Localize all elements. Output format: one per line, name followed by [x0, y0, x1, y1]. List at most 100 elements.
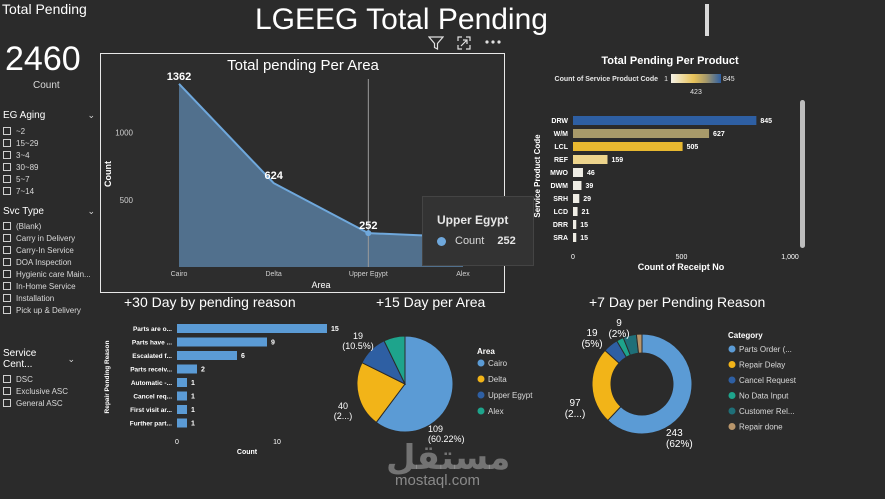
color-scale-label: Count of Service Product Code	[555, 76, 659, 83]
scrollbar[interactable]	[800, 100, 805, 248]
reason-donut-chart[interactable]: +7 Day per Pending Reason 243(62%) 97(2...…	[555, 292, 855, 457]
slicer-option[interactable]: 3~4	[3, 149, 95, 161]
slicer-option[interactable]: General ASC	[3, 397, 75, 409]
slicer-option[interactable]: DSC	[3, 373, 75, 385]
pie-slice	[356, 362, 406, 424]
slicer-option[interactable]: DOA Inspection	[3, 256, 95, 268]
data-label: 845	[760, 118, 772, 125]
slicer-option[interactable]: 5~7	[3, 173, 95, 185]
slicer-service-center: Service Cent... ⌄ DSC Exclusive ASC Gener…	[3, 348, 75, 409]
data-label-value: 243	[666, 428, 683, 439]
chevron-down-icon[interactable]: ⌄	[67, 353, 75, 364]
area-pie-chart[interactable]: +15 Day per Area 109(60.22%) 40(2...) 19(10…	[320, 292, 550, 457]
checkbox[interactable]	[3, 270, 11, 278]
slicer-svc-type: Svc Type ⌄ (Blank) Carry in Delivery Carr…	[3, 206, 95, 316]
data-label: 39	[585, 183, 593, 190]
data-label-pct: (5%)	[581, 339, 602, 350]
legend-item: Repair Delay	[739, 361, 785, 370]
slicer-option[interactable]: Pick up & Delivery	[3, 304, 95, 316]
data-label: 15	[580, 235, 588, 242]
filter-icon[interactable]	[427, 35, 445, 51]
data-label: 1	[191, 421, 195, 428]
slicer-option[interactable]: 15~29	[3, 137, 95, 149]
x-tick-label: 0	[571, 254, 575, 261]
kpi-value: 2460	[5, 40, 81, 78]
checkbox[interactable]	[3, 222, 11, 230]
data-label: 29	[583, 196, 591, 203]
data-label-pct: (2%)	[608, 329, 629, 340]
tooltip-series-marker	[437, 236, 446, 246]
legend-item: No Data Input	[739, 392, 789, 401]
checkbox[interactable]	[3, 234, 11, 242]
data-label-pct: (60.22%)	[428, 434, 465, 444]
checkbox[interactable]	[3, 282, 11, 290]
slicer-option[interactable]: Carry-In Service	[3, 244, 95, 256]
bar	[177, 418, 187, 428]
product-bar-chart[interactable]: Total Pending Per Product Count of Servic…	[525, 50, 810, 280]
chevron-down-icon[interactable]: ⌄	[87, 206, 95, 216]
checkbox[interactable]	[3, 306, 11, 314]
checkbox[interactable]	[3, 151, 11, 159]
slicer-title: Svc Type	[3, 206, 44, 217]
more-options-icon[interactable]	[484, 35, 502, 47]
area-chart-visual[interactable]: Total pending Per Area 500 1000 Count 1362 62…	[100, 53, 505, 293]
data-label: 1	[191, 380, 195, 387]
reason-bar-chart[interactable]: +30 Day by pending reason Parts are o... 1…	[100, 292, 340, 462]
category-label: SRA	[553, 235, 568, 242]
checkbox[interactable]	[3, 187, 11, 195]
checkbox[interactable]	[3, 375, 11, 383]
tooltip-series: Count	[455, 235, 485, 247]
data-label: 1	[191, 394, 195, 401]
checkbox[interactable]	[3, 246, 11, 254]
bar	[573, 207, 578, 216]
legend-marker	[728, 423, 736, 430]
checkbox[interactable]	[3, 399, 11, 407]
watermark-domain: mostaql.com	[395, 472, 481, 489]
checkbox[interactable]	[3, 127, 11, 135]
checkbox[interactable]	[3, 163, 11, 171]
chevron-down-icon[interactable]: ⌄	[87, 110, 95, 120]
slicer-option[interactable]: 30~89	[3, 161, 95, 173]
slicer-option[interactable]: Exclusive ASC	[3, 385, 75, 397]
bar	[573, 116, 757, 125]
scrollbar-thumb[interactable]	[800, 100, 805, 248]
slicer-option[interactable]: Carry in Delivery	[3, 232, 95, 244]
focus-mode-icon[interactable]	[456, 35, 472, 51]
bar	[573, 233, 577, 242]
bar	[177, 324, 327, 333]
data-label: 15	[580, 222, 588, 229]
bar	[573, 220, 577, 229]
bar	[177, 405, 187, 414]
bar	[573, 168, 583, 177]
slicer-option[interactable]: 7~14	[3, 185, 95, 197]
legend-item: Alex	[488, 407, 504, 416]
legend-marker	[728, 407, 736, 415]
data-label-pct: (2...)	[334, 411, 353, 421]
bar	[573, 129, 710, 138]
checkbox[interactable]	[3, 258, 11, 266]
y-tick-label: 1000	[115, 129, 133, 138]
slicer-option[interactable]: (Blank)	[3, 220, 95, 232]
y-axis-label: Repair Pending Reason	[104, 340, 111, 413]
tooltip-title: Upper Egypt	[437, 213, 509, 227]
page-title: LGEEG Total Pending	[255, 3, 548, 36]
slicer-option[interactable]: Hygienic care Main...	[3, 268, 95, 280]
slicer-option[interactable]: Installation	[3, 292, 95, 304]
slicer-option[interactable]: ~2	[3, 125, 95, 137]
x-axis-label: Area	[311, 280, 330, 290]
checkbox[interactable]	[3, 175, 11, 183]
checkbox[interactable]	[3, 139, 11, 147]
data-label: 46	[587, 170, 595, 177]
data-label-pct: (10.5%)	[342, 341, 374, 351]
bar	[573, 155, 608, 164]
chart-title: Total pending Per Area	[227, 57, 379, 74]
chart-title: +7 Day per Pending Reason	[589, 294, 765, 310]
category-label: Parts are o...	[133, 326, 172, 333]
color-scale-bar	[671, 74, 721, 83]
data-label-pct: (2...)	[565, 409, 586, 420]
checkbox[interactable]	[3, 387, 11, 395]
data-label-value: 9	[616, 318, 622, 329]
slicer-option[interactable]: In-Home Service	[3, 280, 95, 292]
checkbox[interactable]	[3, 294, 11, 302]
x-tick-label: Alex	[456, 271, 470, 278]
